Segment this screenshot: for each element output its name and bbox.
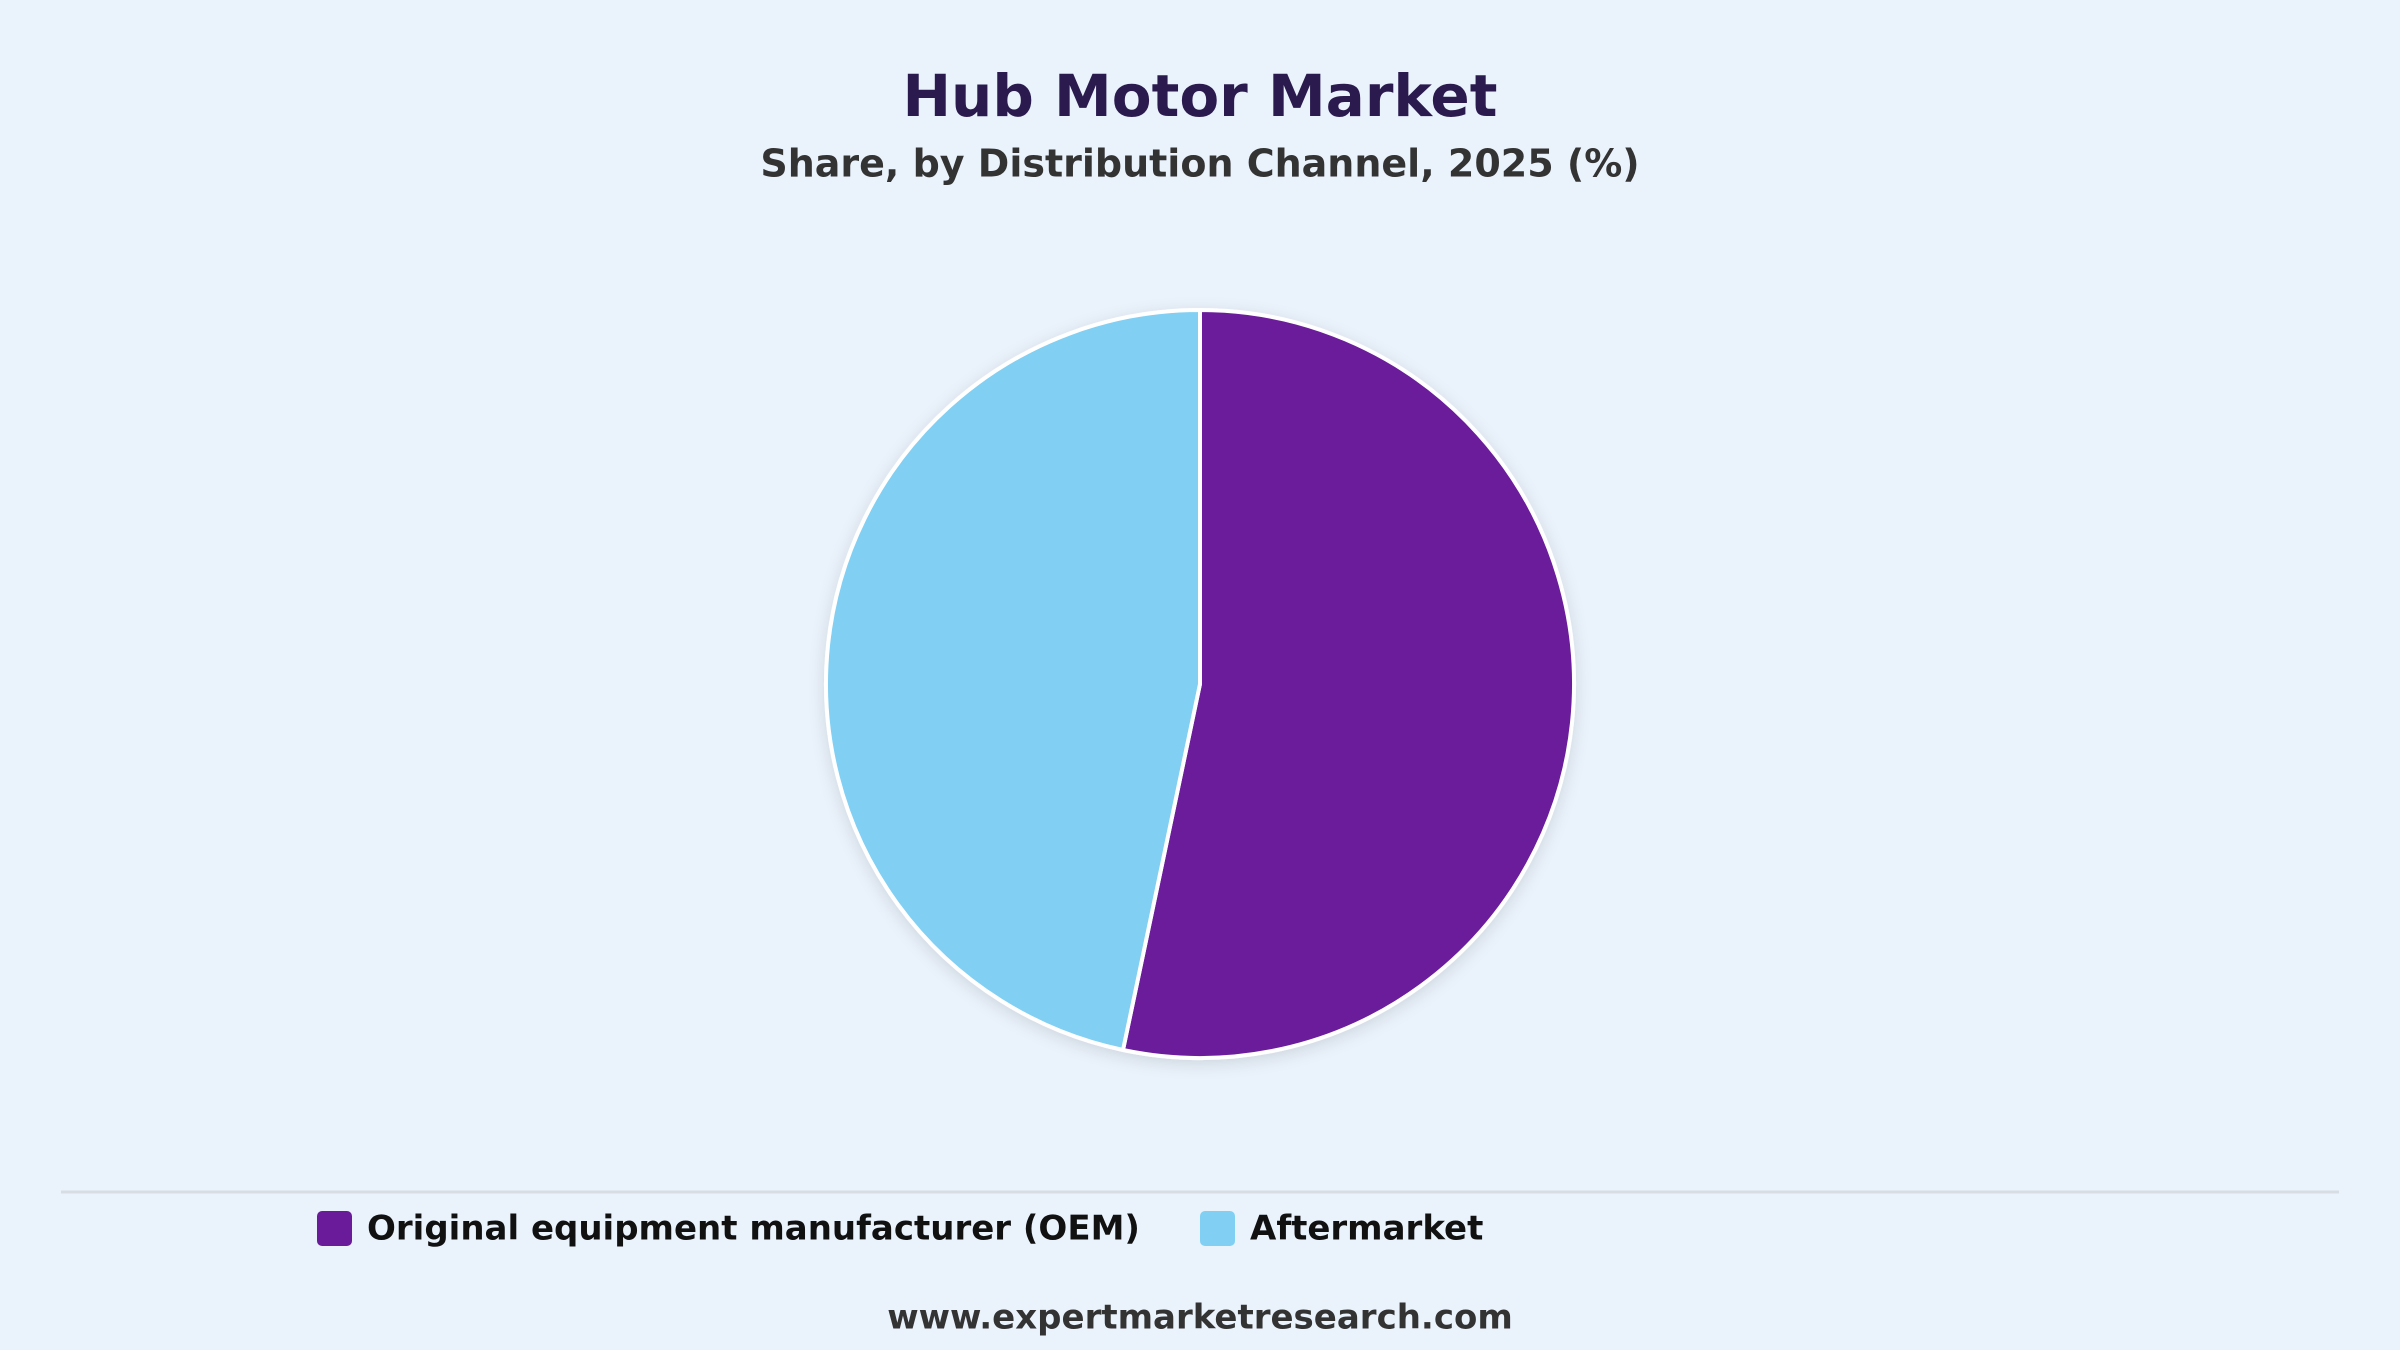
legend-swatch <box>317 1211 352 1246</box>
legend-label: Original equipment manufacturer (OEM) <box>367 1209 1140 1249</box>
legend-swatch <box>1200 1211 1235 1246</box>
chart-title: Hub Motor Market <box>902 62 1497 130</box>
legend-label: Aftermarket <box>1250 1209 1483 1249</box>
pie-slice <box>824 308 1202 1052</box>
pie <box>824 308 1576 1060</box>
pie-slice <box>1121 308 1576 1060</box>
chart-subtitle: Share, by Distribution Channel, 2025 (%) <box>760 142 1639 186</box>
source: www.expertmarketresearch.com <box>887 1298 1513 1338</box>
